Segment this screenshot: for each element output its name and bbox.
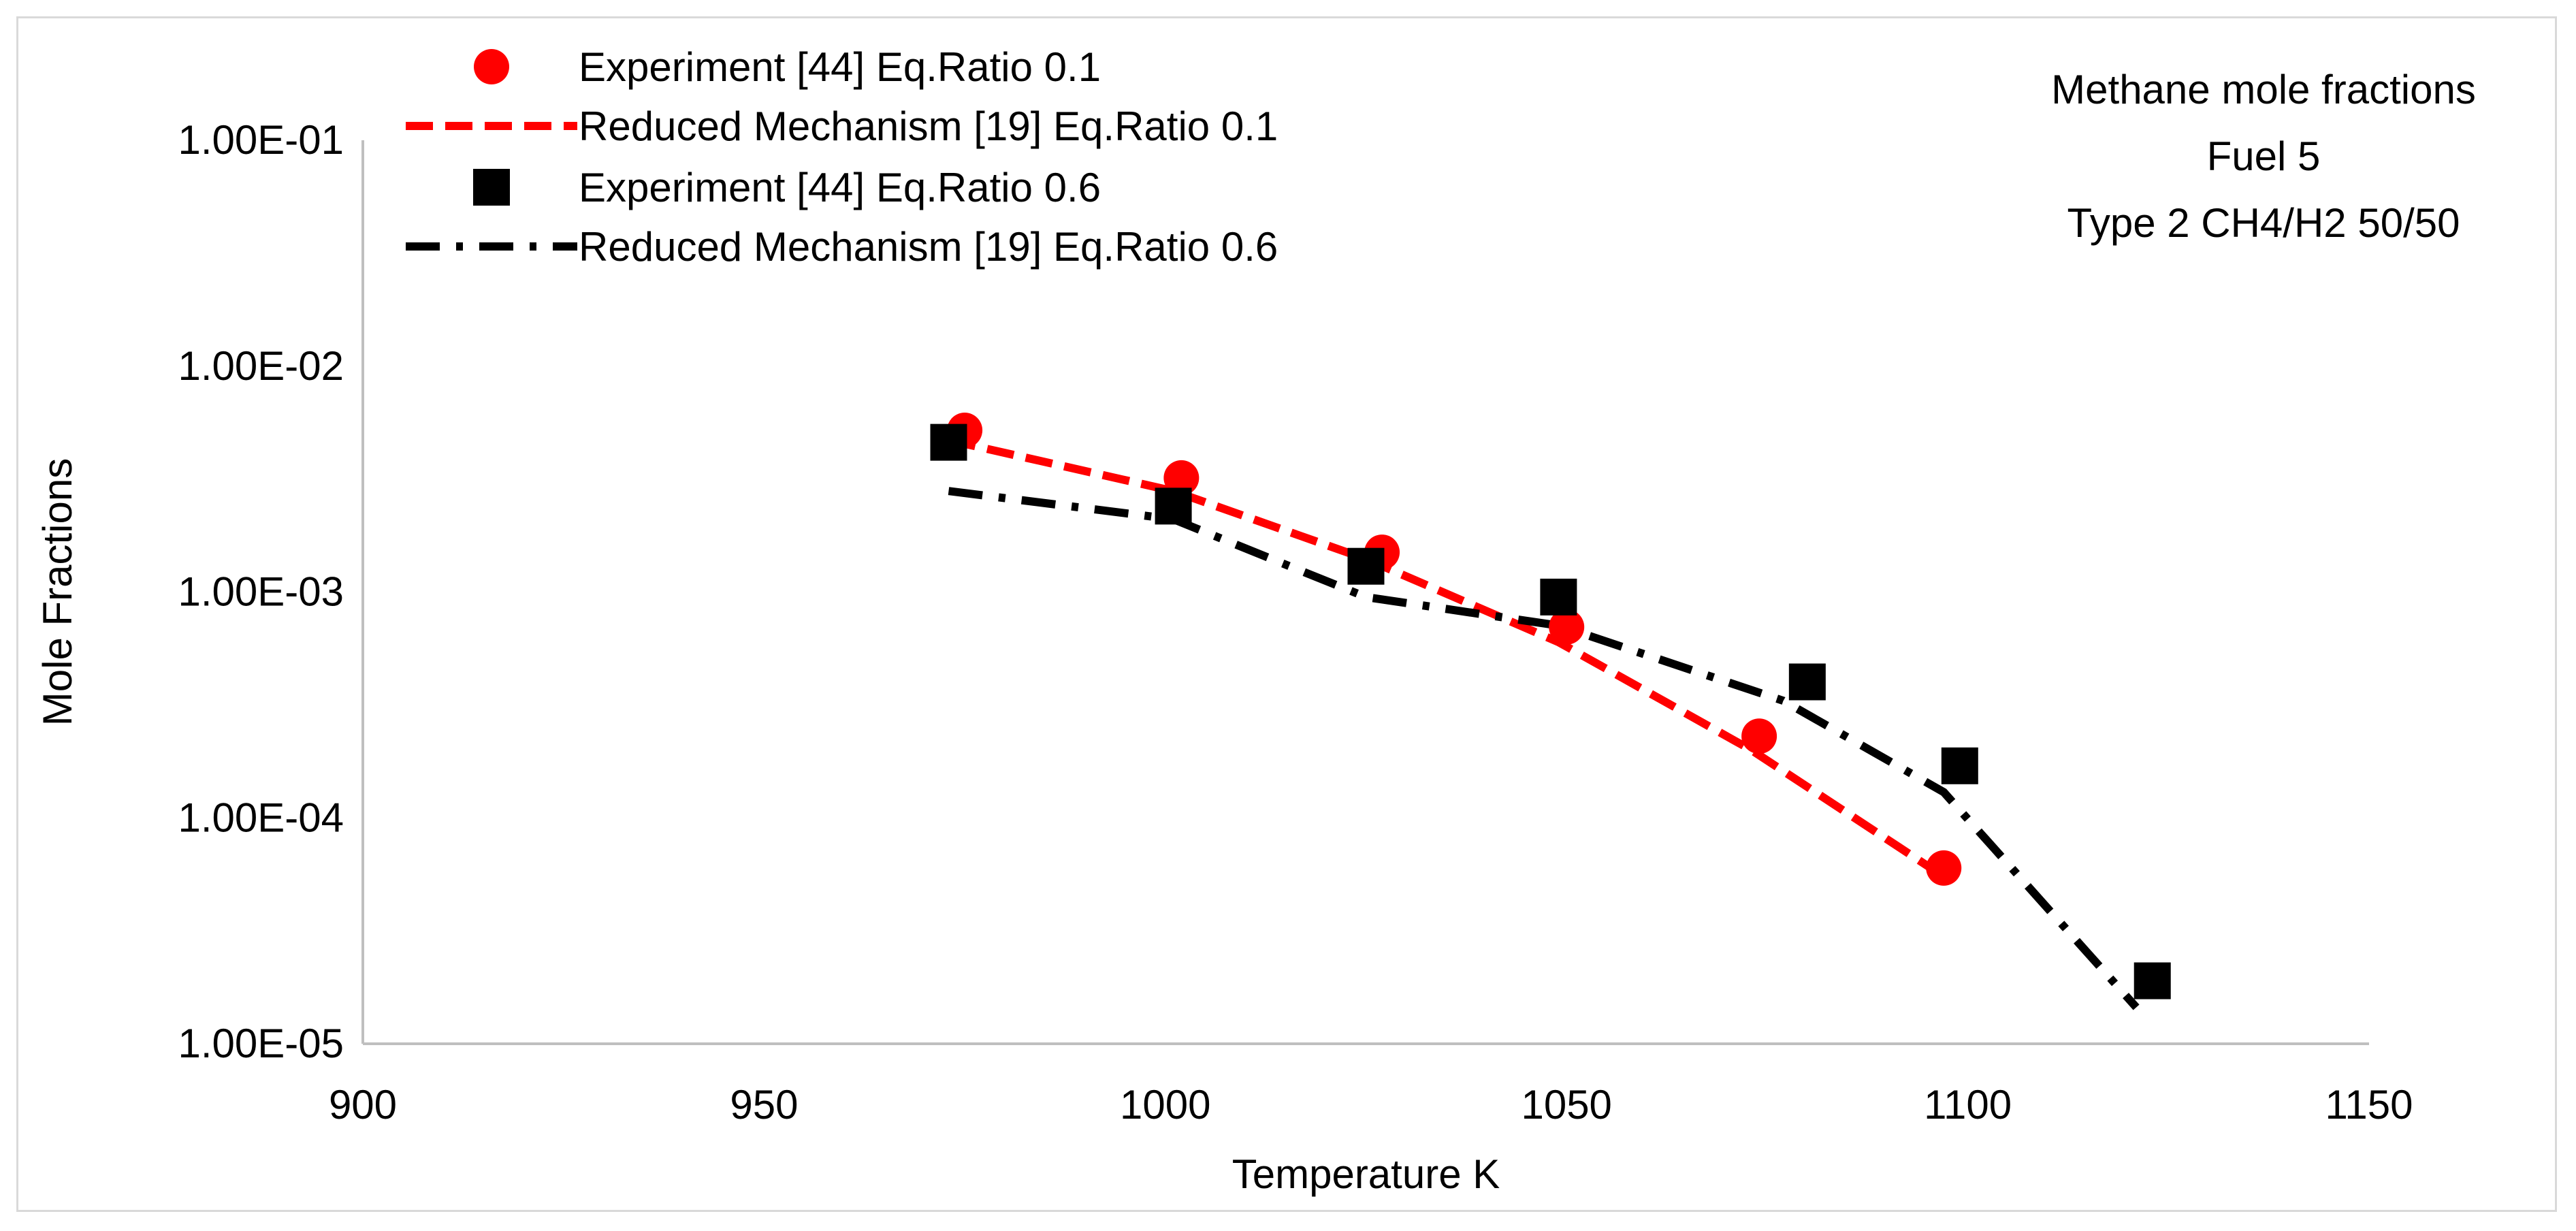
x-tick-label: 950 [730,1082,798,1128]
y-tick-label: 1.00E-02 [178,343,344,389]
data-point-square [1788,663,1826,701]
data-point-square [1540,578,1577,616]
data-point-circle [1741,718,1777,754]
legend: Experiment [44] Eq.Ratio 0.1 Reduced Mec… [406,44,1278,270]
x-tick-labels: 900 950 1000 1050 1100 1150 [329,1082,2413,1128]
data-point-circle [1549,609,1585,645]
y-tick-label: 1.00E-04 [178,795,344,840]
x-tick-label: 900 [329,1082,397,1128]
title-line-2: Fuel 5 [2207,133,2321,179]
chart-frame [16,16,2557,1212]
x-tick-label: 1100 [1924,1082,2012,1128]
plot-series [930,412,2171,1010]
title-line-1: Methane mole fractions [2051,67,2476,112]
legend-marker-circle [474,49,509,84]
data-point-square [930,423,967,461]
chart-title: Methane mole fractions Fuel 5 Type 2 CH4… [2051,67,2476,246]
legend-label: Reduced Mechanism [19] Eq.Ratio 0.6 [579,224,1278,270]
y-axis-label: Mole Fractions [35,458,80,726]
data-point-circle [1926,850,1962,886]
data-point-square [1347,547,1385,585]
x-tick-label: 1150 [2325,1082,2413,1128]
legend-label: Reduced Mechanism [19] Eq.Ratio 0.1 [579,103,1278,149]
x-tick-label: 1050 [1521,1082,1611,1128]
legend-label: Experiment [44] Eq.Ratio 0.1 [579,44,1101,90]
x-axis-label: Temperature K [1232,1151,1500,1197]
y-tick-label: 1.00E-01 [178,117,344,163]
y-tick-labels: 1.00E-05 1.00E-04 1.00E-03 1.00E-02 1.00E-01 [178,117,344,1066]
data-point-circle [1163,460,1200,496]
legend-label: Experiment [44] Eq.Ratio 0.6 [579,165,1101,210]
y-tick-label: 1.00E-05 [178,1021,344,1066]
axes [361,140,2369,1045]
title-line-3: Type 2 CH4/H2 50/50 [2067,200,2460,246]
data-point-square [1941,747,1978,784]
y-tick-label: 1.00E-03 [178,569,344,615]
series-line-red-dashed [948,436,1946,880]
legend-symbol-square [473,169,510,206]
x-tick-label: 1000 [1120,1082,1210,1128]
data-point-square [2134,962,2171,1000]
legend-marker-square [473,169,510,206]
legend-symbol-circle [474,49,509,84]
data-point-square [1155,487,1192,525]
